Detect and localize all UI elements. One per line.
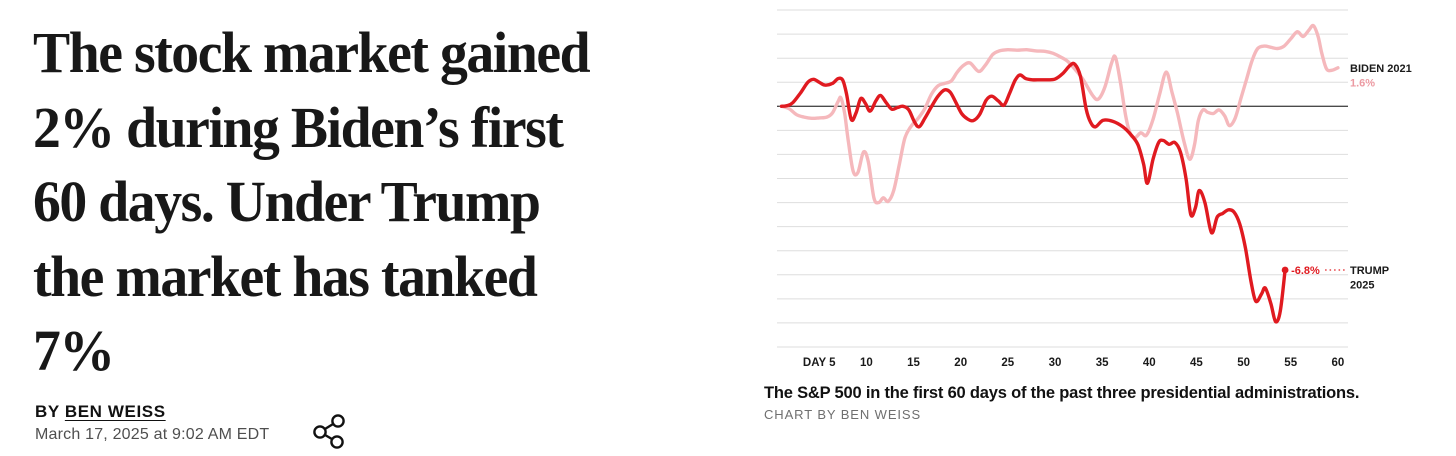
biden-2021-line [779, 23, 1340, 205]
byline: BY BEN WEISS [35, 402, 166, 422]
x-axis-tick-label: 15 [907, 357, 920, 369]
biden-2021-end-value: 1.6% [1350, 77, 1375, 89]
x-axis-tick-label: 45 [1190, 357, 1203, 369]
share-nodes-icon[interactable] [310, 411, 348, 449]
x-axis-tick-label: 60 [1332, 357, 1345, 369]
trump-2025-legend-label: TRUMP [1350, 265, 1389, 277]
x-axis-tick-label: 35 [1096, 357, 1109, 369]
x-axis-tick-label: 55 [1284, 357, 1297, 369]
trump-2025-line [779, 61, 1287, 324]
x-axis-tick-label: 20 [954, 357, 967, 369]
trump-2025-end-dot [1281, 266, 1289, 274]
trump-2025-legend-label: 2025 [1350, 280, 1374, 292]
publish-date: March 17, 2025 at 9:02 AM EDT [35, 426, 270, 443]
x-axis-tick-label: 10 [860, 357, 873, 369]
headline-line: 2% during Biden’s first [33, 94, 564, 160]
headline-line: 7% [33, 318, 115, 383]
x-axis-tick-label: 40 [1143, 357, 1156, 369]
page-title: The stock market gained 2% during Biden’… [33, 16, 591, 389]
sp500-chart-figure: DAY 5 10 15 20 25 30 35 40 45 50 55 60 BIDEN 2021 1.6… [763, 0, 1456, 456]
x-axis-tick-label: DAY 5 [803, 357, 836, 369]
biden-2021-legend-label: BIDEN 2021 [1350, 63, 1412, 75]
x-axis-tick-label: 30 [1049, 357, 1062, 369]
headline-line: The stock market gained [33, 20, 591, 85]
trump-2025-end-value: -6.8% [1291, 265, 1320, 277]
chart-credit: CHART BY BEN WEISS [764, 407, 922, 422]
author-link[interactable]: BEN WEISS [64, 402, 166, 421]
headline-line: 60 days. Under Trump [33, 169, 541, 234]
chart-caption: The S&P 500 in the first 60 days of the … [764, 384, 1360, 402]
x-axis-tick-label: 25 [1001, 357, 1014, 369]
x-axis-tick-label: 50 [1237, 357, 1250, 369]
byline-prefix: BY [35, 402, 60, 421]
headline-line: the market has tanked [33, 243, 538, 309]
